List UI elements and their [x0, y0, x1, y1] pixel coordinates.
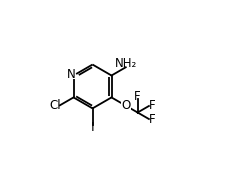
Text: Cl: Cl [49, 99, 61, 112]
Text: F: F [148, 99, 155, 112]
Text: N: N [66, 68, 75, 81]
Text: I: I [90, 121, 94, 134]
Text: F: F [148, 113, 155, 126]
Text: F: F [134, 90, 140, 103]
Text: NH₂: NH₂ [115, 57, 137, 70]
Text: O: O [121, 99, 130, 112]
